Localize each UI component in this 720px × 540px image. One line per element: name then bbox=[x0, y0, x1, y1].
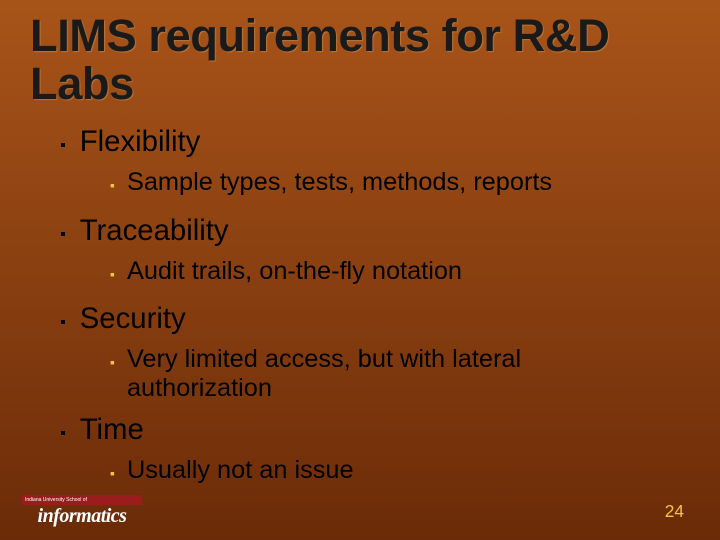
square-bullet-icon: ▪ bbox=[60, 413, 66, 454]
logo-wordmark: informatics bbox=[22, 505, 142, 528]
subbullet-traceability-0: ▪ Audit trails, on-the-fly notation bbox=[0, 257, 720, 292]
square-bullet-icon: ▪ bbox=[110, 168, 115, 203]
logo-wordmark-text: informatics bbox=[38, 505, 127, 527]
subbullet-security-0: ▪ Very limited access, but with lateral … bbox=[0, 345, 720, 403]
bullet-time: ▪ Time bbox=[0, 413, 720, 454]
footer-logo: Indiana University School of informatics bbox=[22, 495, 142, 528]
bullet-text: Time bbox=[80, 413, 720, 447]
subbullet-text: Usually not an issue bbox=[127, 456, 670, 485]
bullet-security: ▪ Security bbox=[0, 302, 720, 343]
subbullet-text: Audit trails, on-the-fly notation bbox=[127, 257, 670, 286]
bullet-flexibility: ▪ Flexibility bbox=[0, 125, 720, 166]
square-bullet-icon: ▪ bbox=[60, 214, 66, 255]
subbullet-flexibility-0: ▪ Sample types, tests, methods, reports bbox=[0, 168, 720, 203]
bullet-traceability: ▪ Traceability bbox=[0, 214, 720, 255]
square-bullet-icon: ▪ bbox=[110, 456, 115, 491]
subbullet-text: Very limited access, but with lateral au… bbox=[127, 345, 670, 403]
slide-title: LIMS requirements for R&D Labs bbox=[0, 0, 720, 121]
page-number: 24 bbox=[665, 501, 684, 522]
square-bullet-icon: ▪ bbox=[110, 345, 115, 380]
slide-body: ▪ Flexibility ▪ Sample types, tests, met… bbox=[0, 125, 720, 492]
subbullet-text: Sample types, tests, methods, reports bbox=[127, 168, 670, 197]
logo-red-bar: Indiana University School of bbox=[22, 495, 142, 505]
square-bullet-icon: ▪ bbox=[110, 257, 115, 292]
subbullet-time-0: ▪ Usually not an issue bbox=[0, 456, 720, 491]
square-bullet-icon: ▪ bbox=[60, 125, 66, 166]
bullet-text: Flexibility bbox=[80, 125, 720, 159]
square-bullet-icon: ▪ bbox=[60, 302, 66, 343]
slide: LIMS requirements for R&D Labs ▪ Flexibi… bbox=[0, 0, 720, 540]
bullet-text: Security bbox=[80, 302, 720, 336]
bullet-text: Traceability bbox=[80, 214, 720, 248]
